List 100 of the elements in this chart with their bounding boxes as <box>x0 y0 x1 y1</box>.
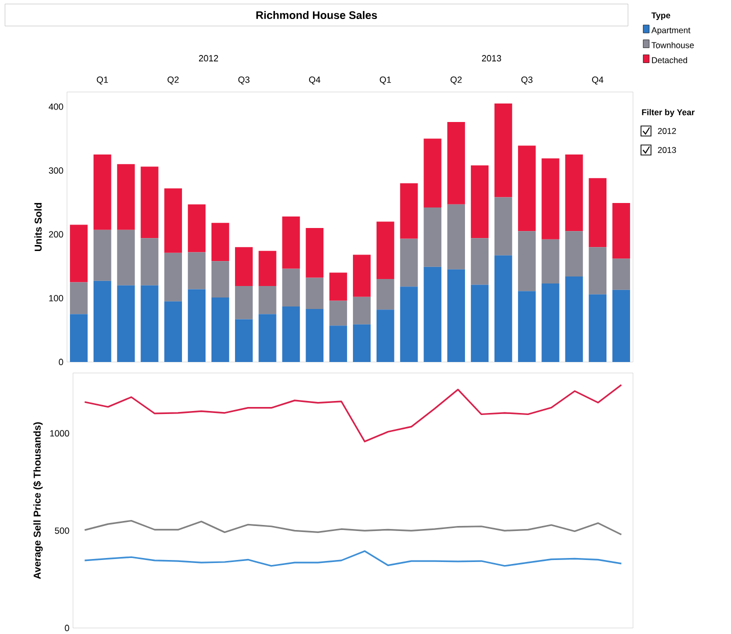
bar <box>282 306 300 362</box>
bar <box>282 216 300 269</box>
bar <box>94 154 112 230</box>
bar <box>518 145 536 231</box>
bar <box>140 166 158 238</box>
bar <box>470 284 489 362</box>
legend-label: Townhouse <box>652 42 694 48</box>
x-tick-label: Q1 <box>380 76 391 84</box>
bar <box>565 230 583 276</box>
bar <box>352 296 371 324</box>
bar <box>164 301 182 362</box>
line-series <box>84 520 622 536</box>
bar <box>565 276 583 362</box>
bar <box>470 165 489 238</box>
bar <box>164 252 182 302</box>
bar <box>447 204 465 270</box>
y-axis-title: Average Sell Price ($ Thousands) <box>33 422 43 579</box>
bar <box>424 266 442 362</box>
bar <box>235 318 253 362</box>
y-tick-label: 200 <box>48 230 64 238</box>
bar <box>188 288 206 362</box>
text: 2012 <box>198 54 218 62</box>
bar <box>140 285 158 362</box>
bar <box>117 164 135 230</box>
bar <box>329 272 348 300</box>
x-tick-label: Q3 <box>238 76 250 84</box>
bar <box>588 294 606 362</box>
y-tick-label: 0 <box>58 358 64 365</box>
bar <box>235 246 253 286</box>
bar <box>352 324 371 362</box>
bar <box>306 308 324 362</box>
bar <box>400 238 418 286</box>
bar <box>94 280 112 362</box>
bar <box>400 286 418 362</box>
bar <box>329 325 348 362</box>
bar <box>612 258 630 290</box>
bar <box>258 250 276 286</box>
bar <box>70 282 88 314</box>
line-series <box>84 384 622 442</box>
bar <box>211 297 230 362</box>
bar <box>542 283 560 362</box>
bar <box>400 183 418 239</box>
bar <box>117 285 135 362</box>
bar <box>188 204 206 252</box>
bar <box>188 252 206 289</box>
y-tick-label: 1000 <box>50 430 70 436</box>
bar <box>494 255 512 362</box>
bar <box>306 228 324 278</box>
bar <box>211 260 230 298</box>
bar <box>140 238 158 286</box>
bar <box>518 230 536 291</box>
y-tick-label: 0 <box>64 624 70 631</box>
bar <box>518 290 536 362</box>
y-tick-label: 300 <box>48 167 64 174</box>
bar <box>565 154 583 231</box>
text: 2013 <box>482 54 502 62</box>
y-tick-label: 400 <box>48 103 64 110</box>
y-axis-title: Units Sold <box>34 202 42 251</box>
bar <box>424 207 442 267</box>
bar <box>376 309 394 362</box>
bar <box>352 254 371 297</box>
bar <box>164 188 182 253</box>
bar <box>588 246 606 294</box>
legend-title: Type <box>651 12 670 20</box>
bar <box>470 238 489 285</box>
bar <box>447 269 465 362</box>
chart-title: Richmond House Sales <box>256 10 377 19</box>
text: Filter by Year <box>642 108 695 117</box>
bar <box>424 138 442 208</box>
legend-label: Apartment <box>651 27 690 35</box>
bar <box>376 221 394 279</box>
x-tick-label: Q1 <box>96 76 108 84</box>
bar <box>282 268 300 306</box>
bar <box>117 230 135 286</box>
bar <box>612 202 630 258</box>
line-series <box>84 550 622 566</box>
bar <box>542 239 560 284</box>
bar <box>258 314 276 362</box>
text: 2013 <box>658 146 676 153</box>
y-tick-label: 500 <box>54 527 70 534</box>
text: 2012 <box>658 128 676 134</box>
bar <box>494 197 512 256</box>
x-tick-label: Q2 <box>450 76 462 84</box>
x-tick-label: Q4 <box>309 76 320 84</box>
bar <box>306 278 324 309</box>
bar <box>612 290 630 362</box>
legend-label: Detached <box>652 56 688 63</box>
x-tick-label: Q3 <box>521 76 532 84</box>
bar <box>235 286 253 319</box>
y-tick-label: 100 <box>49 294 64 302</box>
bar <box>447 122 465 204</box>
bar <box>542 158 560 240</box>
bar <box>588 178 606 247</box>
x-tick-label: Q4 <box>592 76 604 84</box>
bar <box>258 286 276 314</box>
bar <box>494 103 512 198</box>
bar <box>376 278 394 310</box>
x-tick-label: Q2 <box>168 76 179 84</box>
bar <box>70 224 88 282</box>
bar <box>94 230 112 281</box>
